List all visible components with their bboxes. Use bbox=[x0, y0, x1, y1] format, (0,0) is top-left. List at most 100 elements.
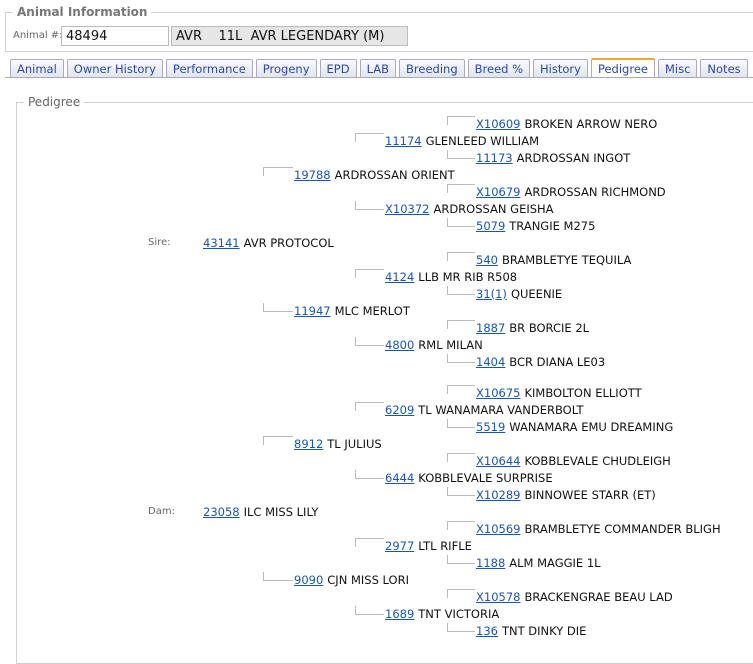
animal-id-link[interactable]: 1689 bbox=[385, 607, 415, 621]
tab-notes[interactable]: Notes bbox=[700, 59, 748, 78]
animal-id-link[interactable]: 31(1) bbox=[476, 287, 507, 301]
pedigree-entry: 1887 BR BORCIE 2L bbox=[476, 321, 589, 335]
animal-name: LLB MR RIB R508 bbox=[418, 270, 518, 284]
tab-divider bbox=[5, 77, 753, 78]
pedigree-entry: 11173 ARDROSSAN INGOT bbox=[476, 151, 630, 165]
animal-name: TNT VICTORIA bbox=[418, 607, 500, 621]
animal-id-link[interactable]: 43141 bbox=[203, 236, 240, 250]
tab-owner-history[interactable]: Owner History bbox=[66, 59, 163, 78]
tab-breeding[interactable]: Breeding bbox=[399, 59, 465, 78]
animal-id-link[interactable]: 1887 bbox=[476, 321, 506, 335]
pedigree-entry: 6209 TL WANAMARA VANDERBOLT bbox=[385, 403, 584, 417]
animal-id-link[interactable]: 8912 bbox=[294, 437, 324, 451]
tab-epd[interactable]: EPD bbox=[319, 59, 357, 78]
pedigree-connector bbox=[263, 303, 293, 312]
animal-name: TNT DINKY DIE bbox=[501, 624, 587, 638]
pedigree-connector bbox=[355, 201, 384, 210]
pedigree-connector bbox=[355, 606, 384, 615]
pedigree-entry: 8912 TL JULIUS bbox=[294, 437, 382, 451]
pedigree-connector bbox=[447, 320, 475, 329]
pedigree-entry: 1188 ALM MAGGIE 1L bbox=[476, 556, 601, 570]
pedigree-entry: 6444 KOBBLEVALE SURPRISE bbox=[385, 471, 553, 485]
animal-name: RML MILAN bbox=[418, 338, 483, 352]
tab-lab[interactable]: LAB bbox=[359, 59, 397, 78]
animal-name: BRAMBLETYE COMMANDER BLIGH bbox=[524, 522, 721, 536]
animal-name: GLENLEED WILLIAM bbox=[425, 134, 539, 148]
animal-id-link[interactable]: 4124 bbox=[385, 270, 415, 284]
tab-misc[interactable]: Misc bbox=[657, 59, 698, 78]
tab-breed[interactable]: Breed % bbox=[467, 59, 531, 78]
pedigree-connector bbox=[355, 133, 384, 142]
animal-id-link[interactable]: 5079 bbox=[476, 219, 506, 233]
animal-id-link[interactable]: 11947 bbox=[294, 304, 331, 318]
animal-id-link[interactable]: X10675 bbox=[476, 386, 521, 400]
animal-id-link[interactable]: 1188 bbox=[476, 556, 506, 570]
pedigree-entry: 31(1) QUEENIE bbox=[476, 287, 562, 301]
tab-progeny[interactable]: Progeny bbox=[255, 59, 317, 78]
pedigree-connector bbox=[447, 623, 475, 632]
pedigree-connector bbox=[447, 453, 475, 462]
pedigree-connector bbox=[447, 589, 475, 598]
animal-id-link[interactable]: 4800 bbox=[385, 338, 415, 352]
pedigree-entry: X10578 BRACKENGRAE BEAU LAD bbox=[476, 590, 673, 604]
animal-name: ARDROSSAN INGOT bbox=[516, 151, 631, 165]
animal-number-input[interactable]: 48494 bbox=[61, 26, 169, 46]
animal-name: TRANGIE M275 bbox=[509, 219, 596, 233]
animal-id-link[interactable]: X10679 bbox=[476, 185, 521, 199]
animal-name: BRAMBLETYE TEQUILA bbox=[501, 253, 632, 267]
pedigree-connector bbox=[355, 337, 384, 346]
pedigree-entry: 9090 CJN MISS LORI bbox=[294, 573, 409, 587]
pedigree-connector bbox=[447, 252, 475, 261]
animal-id-link[interactable]: 6209 bbox=[385, 403, 415, 417]
animal-name: MLC MERLOT bbox=[334, 304, 410, 318]
pedigree-connector bbox=[355, 538, 384, 547]
animal-name: TL JULIUS bbox=[327, 437, 382, 451]
animal-id-link[interactable]: 11173 bbox=[476, 151, 513, 165]
tab-history[interactable]: History bbox=[533, 59, 588, 78]
pedigree-connector bbox=[447, 419, 475, 428]
animal-id-link[interactable]: X10644 bbox=[476, 454, 521, 468]
animal-id-link[interactable]: 23058 bbox=[203, 505, 240, 519]
animal-name: BCR DIANA LE03 bbox=[509, 355, 606, 369]
pedigree-entry: 4800 RML MILAN bbox=[385, 338, 483, 352]
animal-id-link[interactable]: 136 bbox=[476, 624, 498, 638]
pedigree-connector bbox=[447, 354, 475, 363]
animal-id-link[interactable]: 5519 bbox=[476, 420, 506, 434]
animal-name: QUEENIE bbox=[510, 287, 563, 301]
animal-id-link[interactable]: X10372 bbox=[385, 202, 430, 216]
tab-animal[interactable]: Animal bbox=[10, 59, 64, 78]
animal-name: KOBBLEVALE CHUDLEIGH bbox=[524, 454, 671, 468]
tab-performance[interactable]: Performance bbox=[165, 59, 253, 78]
animal-id-link[interactable]: 2977 bbox=[385, 539, 415, 553]
pedigree-title: Pedigree bbox=[24, 95, 85, 109]
sire-label: Sire: bbox=[148, 237, 171, 248]
animal-name: TL WANAMARA VANDERBOLT bbox=[418, 403, 584, 417]
animal-id-link[interactable]: 9090 bbox=[294, 573, 324, 587]
animal-name: ALM MAGGIE 1L bbox=[509, 556, 601, 570]
pedigree-entry: X10372 ARDROSSAN GEISHA bbox=[385, 202, 554, 216]
pedigree-entry: 11947 MLC MERLOT bbox=[294, 304, 410, 318]
animal-id-link[interactable]: 1404 bbox=[476, 355, 506, 369]
animal-id-link[interactable]: X10289 bbox=[476, 488, 521, 502]
animal-id-link[interactable]: X10578 bbox=[476, 590, 521, 604]
animal-name: BRACKENGRAE BEAU LAD bbox=[524, 590, 673, 604]
animal-id-link[interactable]: X10609 bbox=[476, 117, 521, 131]
pedigree-connector bbox=[447, 521, 475, 530]
tab-pedigree[interactable]: Pedigree bbox=[590, 58, 655, 78]
animal-name-field: AVR 11L AVR LEGENDARY (M) bbox=[171, 26, 408, 46]
pedigree-connector bbox=[447, 487, 475, 496]
animal-id-link[interactable]: 6444 bbox=[385, 471, 415, 485]
animal-id-link[interactable]: 540 bbox=[476, 253, 498, 267]
pedigree-entry: X10679 ARDROSSAN RICHMOND bbox=[476, 185, 666, 199]
tab-bar: Animal Owner History Performance Progeny EPD… bbox=[10, 58, 748, 78]
animal-id-link[interactable]: X10569 bbox=[476, 522, 521, 536]
animal-id-link[interactable]: 19788 bbox=[294, 168, 331, 182]
pedigree-entry: X10289 BINNOWEE STARR (ET) bbox=[476, 488, 656, 502]
pedigree-entry: 1404 BCR DIANA LE03 bbox=[476, 355, 605, 369]
animal-name: WANAMARA EMU DREAMING bbox=[509, 420, 674, 434]
pedigree-entry: 136 TNT DINKY DIE bbox=[476, 624, 586, 638]
animal-id-link[interactable]: 11174 bbox=[385, 134, 422, 148]
animal-information-panel: Animal Information bbox=[5, 5, 753, 52]
pedigree-connector bbox=[263, 572, 293, 581]
pedigree-connector bbox=[355, 269, 384, 278]
